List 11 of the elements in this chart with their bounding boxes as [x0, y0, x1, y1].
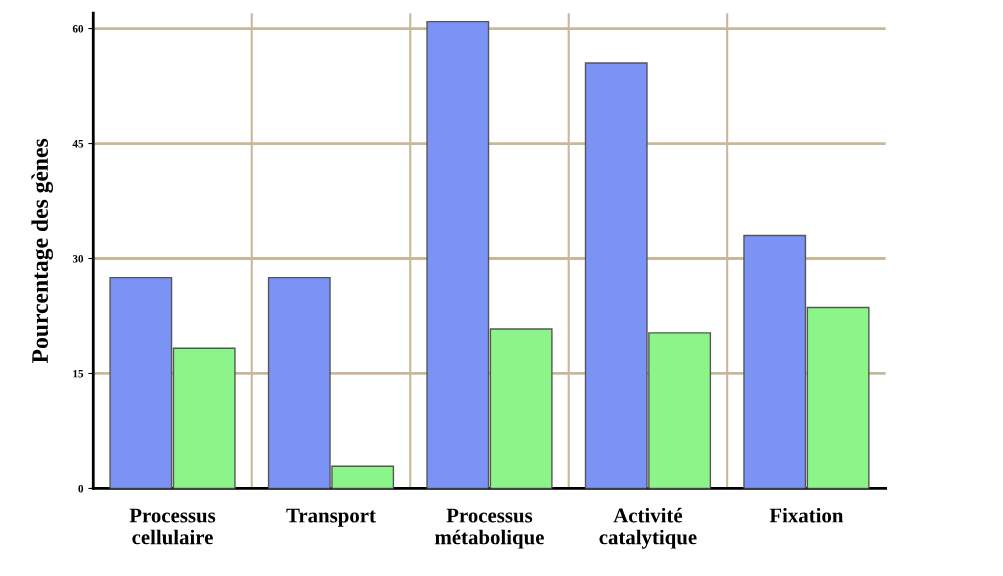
y-tick-label: 30 [72, 254, 84, 263]
x-tick-label: Activité catalytique [599, 507, 697, 549]
y-tick-label: 15 [73, 370, 84, 378]
y-tick-label: 0 [78, 484, 84, 493]
y-tick-label: 45 [72, 140, 84, 148]
y-tick-label: 60 [72, 25, 84, 33]
y-axis-title: Pourcentage des gènes [31, 138, 53, 364]
x-tick-label: Transport [286, 508, 376, 527]
x-tick-label: Processus cellulaire [129, 508, 216, 545]
x-tick-label: Fixation [769, 507, 844, 523]
x-tick-label: Processus métabolique [435, 508, 544, 549]
